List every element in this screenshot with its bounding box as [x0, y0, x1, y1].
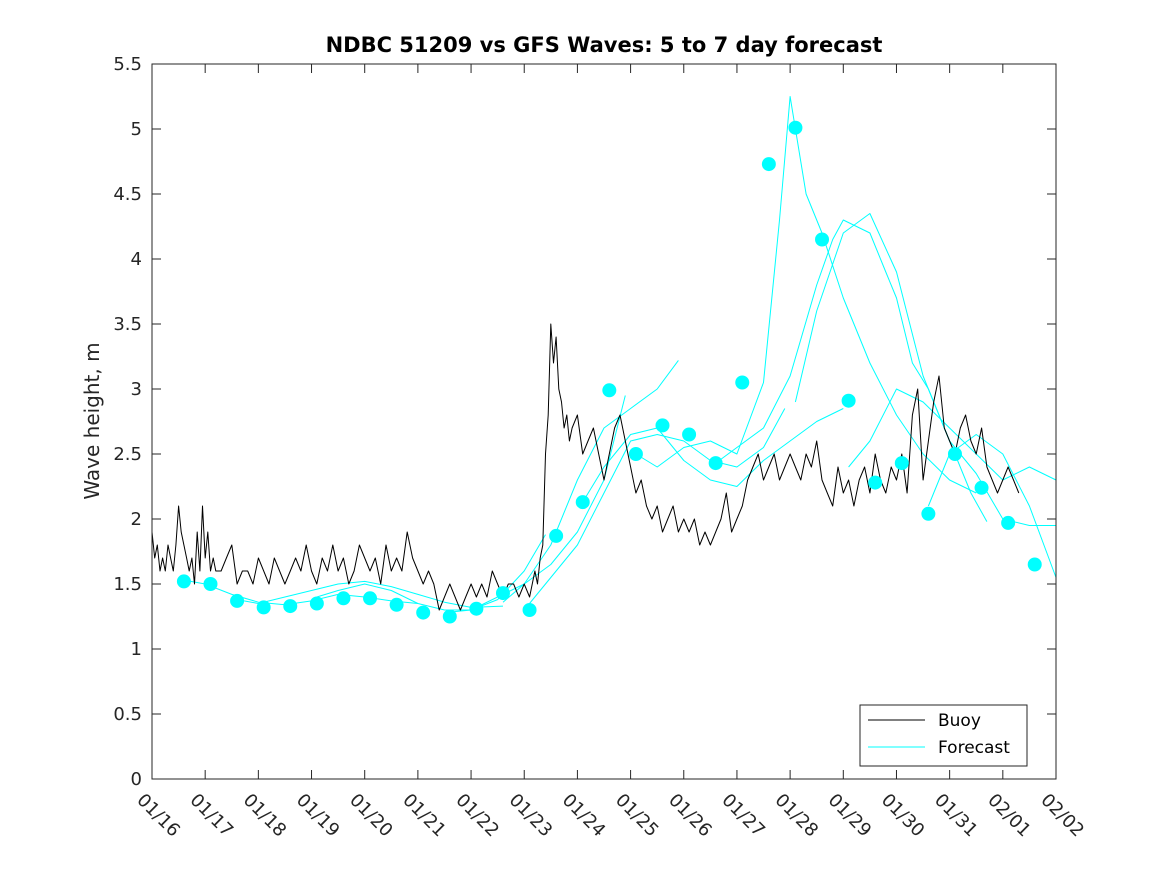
forecast-point [176, 574, 191, 589]
y-tick-label: 0 [131, 769, 142, 790]
forecast-point [1027, 557, 1042, 572]
forecast-point [549, 528, 564, 543]
forecast-series-line [523, 408, 786, 611]
forecast-point [230, 593, 245, 608]
forecast-point [1001, 515, 1016, 530]
y-tick-label: 2 [131, 509, 142, 530]
y-tick-label: 0.5 [113, 704, 142, 725]
forecast-point [841, 393, 856, 408]
legend: Buoy Forecast [859, 704, 1028, 767]
y-tick-label: 4.5 [113, 184, 142, 205]
forecast-point [363, 591, 378, 606]
forecast-point [203, 577, 218, 591]
forecast-point [868, 475, 883, 490]
forecast-point [416, 605, 431, 620]
forecast-point [336, 591, 351, 606]
forecast-series-line [848, 388, 1057, 481]
chart-title: NDBC 51209 vs GFS Waves: 5 to 7 day fore… [326, 33, 883, 57]
forecast-series-line [183, 579, 418, 606]
y-tick-label: 1.5 [113, 574, 142, 595]
y-tick-label: 3.5 [113, 314, 142, 335]
forecast-point [495, 586, 510, 601]
forecast-point [602, 383, 617, 398]
forecast-point [947, 447, 962, 461]
y-axis-label: Wave height, m [80, 342, 104, 499]
forecast-point [974, 480, 989, 495]
forecast-series-line [635, 96, 977, 494]
legend-box [859, 704, 1028, 767]
forecast-point [921, 506, 936, 521]
y-tick-label: 5 [131, 119, 142, 140]
forecast-point [628, 447, 643, 461]
forecast-point [309, 596, 324, 611]
legend-forecast-label: Forecast [938, 738, 1010, 758]
forecast-point [708, 456, 723, 471]
forecast-series-line [502, 360, 679, 603]
y-tick-label: 1 [131, 639, 142, 660]
forecast-point [815, 232, 830, 247]
forecast-point [389, 597, 404, 612]
forecast-point [655, 418, 670, 433]
forecast-point [442, 609, 457, 624]
legend-buoy-label: Buoy [938, 711, 981, 731]
forecast-point [761, 157, 776, 172]
y-tick-label: 2.5 [113, 444, 142, 465]
forecast-series-line [927, 434, 1057, 578]
forecast-point [682, 427, 697, 442]
forecast-point [469, 601, 484, 616]
forecast-series-line [582, 408, 844, 503]
forecast-point [788, 120, 803, 135]
plot-frame [151, 63, 1057, 780]
buoy-series-line [151, 323, 1020, 611]
forecast-point [522, 603, 537, 617]
forecast-series-line [237, 580, 504, 608]
forecast-series-line [316, 534, 546, 611]
y-tick-label: 5.5 [113, 54, 142, 75]
forecast-point [283, 599, 298, 614]
y-tick-label: 4 [131, 249, 142, 270]
forecast-point [735, 375, 750, 390]
forecast-point [575, 495, 590, 510]
plot-area [152, 64, 1056, 779]
forecast-point [894, 456, 909, 471]
y-tick-label: 3 [131, 379, 142, 400]
forecast-point [256, 600, 271, 615]
